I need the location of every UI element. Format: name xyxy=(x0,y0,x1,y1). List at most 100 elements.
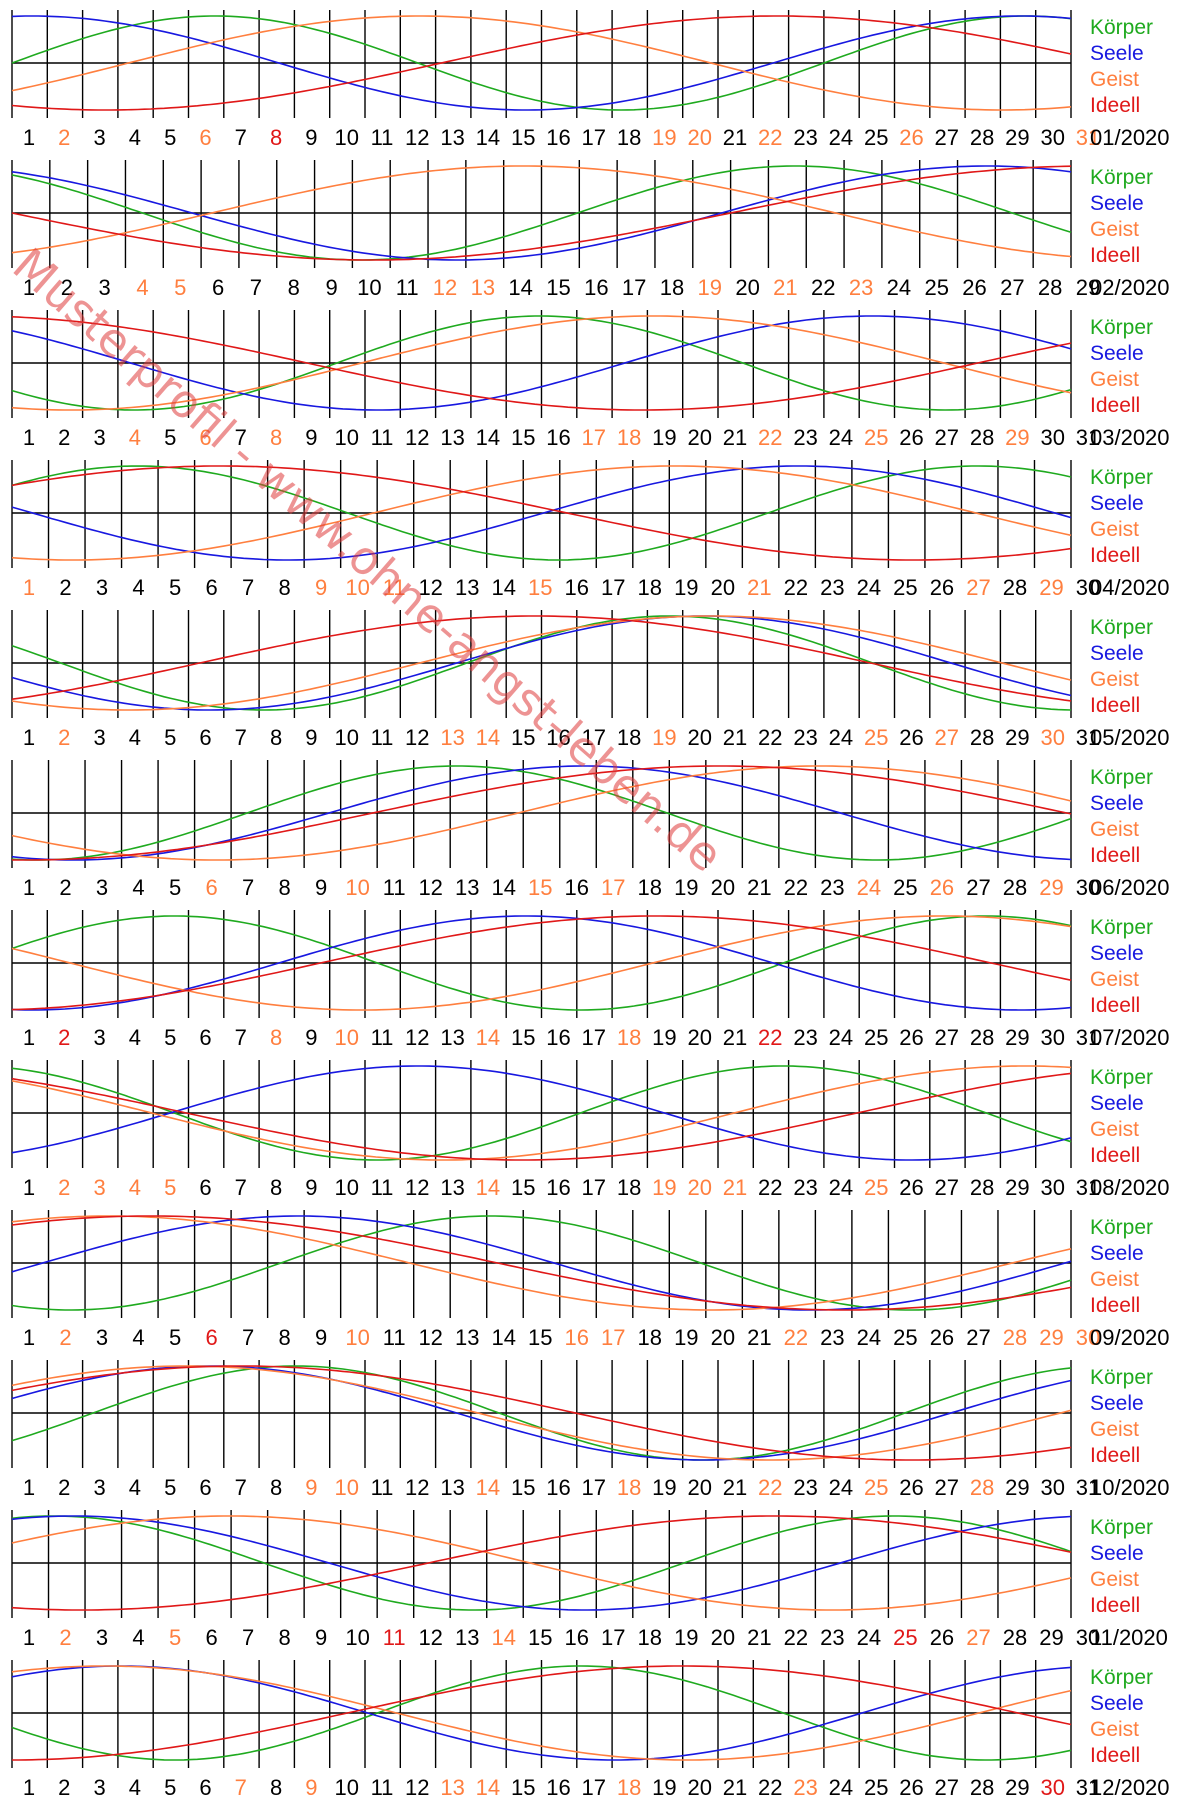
day-tick-label: 12 xyxy=(418,1625,442,1650)
series-line-koerper xyxy=(11,615,1072,711)
day-tick-label: 28 xyxy=(970,725,994,750)
day-tick-label: 8 xyxy=(278,875,290,900)
day-tick-label: 14 xyxy=(476,1475,500,1500)
series-line-geist xyxy=(11,1365,1072,1461)
series-line-seele xyxy=(11,615,1072,711)
day-tick-label: 13 xyxy=(455,575,479,600)
day-tick-label: 11 xyxy=(383,1325,406,1350)
day-tick-label: 19 xyxy=(652,725,676,750)
day-tick-label: 2 xyxy=(59,875,71,900)
day-tick-label: 1 xyxy=(23,1775,35,1795)
day-tick-label: 17 xyxy=(582,725,606,750)
day-tick-label: 9 xyxy=(325,275,337,300)
day-tick-label: 10 xyxy=(357,275,381,300)
day-tick-label: 26 xyxy=(899,1775,923,1795)
day-tick-label: 31 xyxy=(1076,425,1100,450)
day-tick-label: 19 xyxy=(674,575,698,600)
day-tick-label: 1 xyxy=(23,1625,35,1650)
day-tick-label: 15 xyxy=(511,1775,535,1795)
day-tick-label: 5 xyxy=(164,1475,176,1500)
day-tick-label: 7 xyxy=(235,725,247,750)
day-tick-label: 20 xyxy=(687,1175,711,1200)
day-tick-label: 16 xyxy=(546,725,570,750)
day-tick-label: 8 xyxy=(270,1475,282,1500)
day-tick-label: 30 xyxy=(1040,1475,1064,1500)
day-tick-label: 11 xyxy=(383,1625,406,1650)
series-line-ideell xyxy=(11,1072,1072,1161)
day-tick-label: 12 xyxy=(433,275,457,300)
day-tick-label: 14 xyxy=(476,125,500,150)
day-tick-label: 21 xyxy=(747,1325,771,1350)
day-tick-label: 18 xyxy=(617,1475,641,1500)
day-tick-label: 11 xyxy=(371,125,394,150)
day-tick-label: 9 xyxy=(305,725,317,750)
day-tick-label: 4 xyxy=(129,1775,141,1795)
day-tick-label: 21 xyxy=(723,425,747,450)
day-tick-label: 19 xyxy=(674,1325,698,1350)
series-line-koerper xyxy=(11,1515,1072,1611)
day-tick-label: 10 xyxy=(334,1775,358,1795)
day-tick-label: 14 xyxy=(476,725,500,750)
day-tick-label: 15 xyxy=(511,1475,535,1500)
day-tick-label: 30 xyxy=(1040,1025,1064,1050)
day-tick-label: 3 xyxy=(96,875,108,900)
day-tick-label: 23 xyxy=(820,1625,844,1650)
day-tick-label: 1 xyxy=(23,725,35,750)
day-tick-label: 23 xyxy=(793,425,817,450)
day-tick-label: 21 xyxy=(773,275,797,300)
day-tick-label: 6 xyxy=(205,1625,217,1650)
day-tick-label: 20 xyxy=(711,1625,735,1650)
month-panel-10-2020: 1 2 3 4 5 6 7 8 9 10 11 12 13 14 15 16 17 18 19 20 21 22 23 24 2… xyxy=(11,1360,1170,1500)
day-tick-label: 31 xyxy=(1076,1775,1100,1795)
day-tick-label: 29 xyxy=(1005,125,1029,150)
day-tick-label: 10 xyxy=(334,425,358,450)
day-tick-label: 27 xyxy=(935,125,959,150)
legend-ideell: Ideell xyxy=(1090,244,1140,267)
month-label: 12/2020 xyxy=(1090,1775,1170,1795)
day-tick-label: 29 xyxy=(1005,425,1029,450)
day-tick-label: 9 xyxy=(305,1475,317,1500)
day-tick-label: 24 xyxy=(857,875,881,900)
day-tick-label: 20 xyxy=(711,575,735,600)
day-tick-label: 1 xyxy=(23,1025,35,1050)
day-tick-label: 9 xyxy=(315,1325,327,1350)
day-tick-label: 8 xyxy=(270,1175,282,1200)
series-line-koerper xyxy=(11,1665,1072,1761)
day-tick-label: 26 xyxy=(962,275,986,300)
day-tick-label: 3 xyxy=(93,1025,105,1050)
day-tick-label: 11 xyxy=(396,275,419,300)
day-tick-label: 6 xyxy=(199,1775,211,1795)
day-tick-label: 26 xyxy=(899,1025,923,1050)
series-line-ideell xyxy=(11,165,1072,261)
legend-ideell: Ideell xyxy=(1090,1144,1140,1167)
day-tick-label: 13 xyxy=(471,275,495,300)
day-tick-label: 4 xyxy=(129,425,141,450)
month-label: 01/2020 xyxy=(1090,125,1170,150)
series-line-seele xyxy=(11,765,1072,861)
day-tick-label: 29 xyxy=(1005,1175,1029,1200)
month-label: 06/2020 xyxy=(1090,875,1170,900)
day-tick-label: 24 xyxy=(829,1175,853,1200)
month-label: 10/2020 xyxy=(1090,1475,1170,1500)
day-tick-label: 7 xyxy=(242,875,254,900)
month-label: 02/2020 xyxy=(1090,275,1170,300)
day-tick-label: 10 xyxy=(345,1625,369,1650)
day-tick-label: 19 xyxy=(652,125,676,150)
legend-geist: Geist xyxy=(1090,818,1139,841)
day-tick-label: 31 xyxy=(1076,1025,1100,1050)
day-tick-label: 20 xyxy=(687,1025,711,1050)
day-tick-label: 1 xyxy=(23,1175,35,1200)
day-tick-label: 16 xyxy=(565,1325,589,1350)
day-tick-label: 5 xyxy=(164,425,176,450)
legend-ideell: Ideell xyxy=(1090,844,1140,867)
day-tick-label: 17 xyxy=(582,1175,606,1200)
day-tick-label: 16 xyxy=(546,1775,570,1795)
day-tick-label: 18 xyxy=(638,1625,662,1650)
day-tick-label: 11 xyxy=(371,1175,394,1200)
day-tick-label: 27 xyxy=(1000,275,1024,300)
day-tick-label: 30 xyxy=(1076,575,1100,600)
series-line-koerper xyxy=(11,915,1072,1011)
series-line-koerper xyxy=(11,315,1072,411)
day-tick-label: 2 xyxy=(58,1025,70,1050)
day-tick-label: 17 xyxy=(601,575,625,600)
